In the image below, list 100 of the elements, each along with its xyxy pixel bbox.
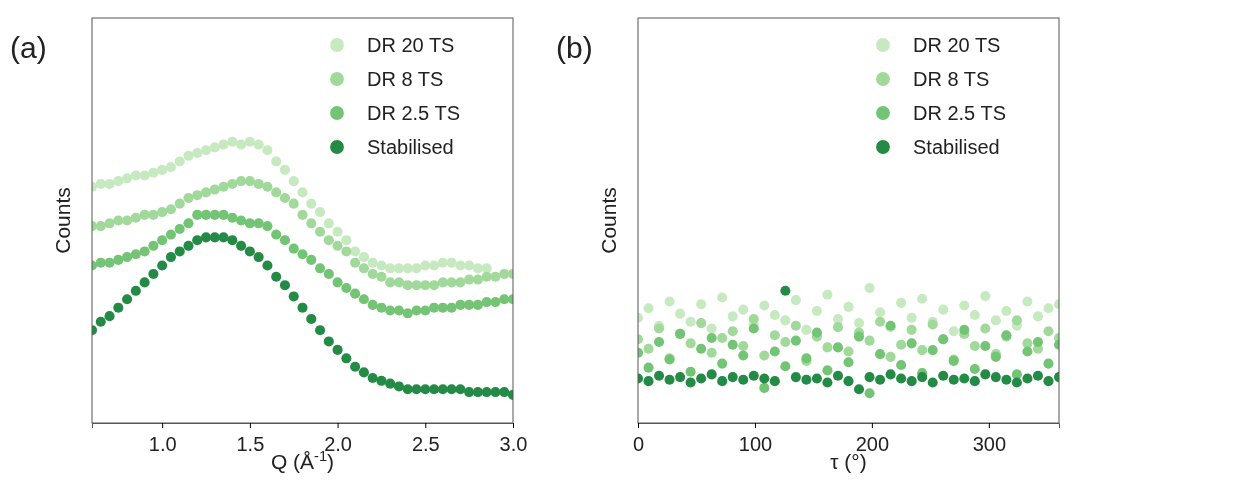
point [104,178,115,189]
chart-title: (a) [10,31,47,64]
point [906,324,917,335]
point [323,336,334,347]
point [685,366,696,377]
point [446,277,457,288]
point [192,190,203,201]
point [643,303,654,314]
y-axis-title: Counts [597,187,620,254]
point [864,335,875,346]
point [1043,358,1054,369]
point [1022,296,1033,307]
point [350,257,361,268]
point [244,218,255,229]
legend-label: DR 20 TS [367,34,455,56]
point [446,257,457,268]
point [139,277,150,288]
point [769,376,780,387]
point [297,249,308,260]
point [832,322,844,333]
point [706,347,717,358]
point [481,271,492,282]
point [157,164,168,175]
point [980,323,991,334]
point [157,260,168,271]
point [490,297,501,308]
x-tick-label: 0 [632,433,645,455]
point [411,384,422,395]
point [411,280,422,291]
point [393,305,405,316]
point [288,291,299,302]
point [288,198,299,209]
point [927,345,938,356]
point [157,207,168,218]
point [885,369,896,380]
point [174,246,185,257]
point [262,181,273,192]
point [864,372,875,383]
point [218,209,229,220]
point [664,296,675,307]
point [464,299,475,310]
point [350,246,361,257]
point [367,257,378,268]
legend-label: DR 2.5 TS [367,102,460,124]
x-tick-label: 1.5 [236,433,265,455]
point [367,268,378,279]
point [472,274,483,285]
point [315,263,326,274]
point [315,207,326,218]
point [896,373,907,384]
point [253,178,264,189]
point [306,254,317,265]
point [122,252,133,263]
point [455,384,466,395]
point [437,257,448,268]
point [455,260,466,271]
point [236,240,247,251]
point [801,374,812,385]
point [696,318,707,329]
point [113,215,124,226]
point [429,302,440,313]
point [980,369,991,380]
point [437,384,448,395]
point [227,212,238,223]
point [437,277,448,288]
point [165,229,176,240]
point [643,343,654,354]
point [481,263,492,274]
point [420,305,431,316]
point [481,297,492,308]
point [769,346,780,357]
point [332,277,343,288]
point [315,325,326,336]
point [236,139,247,150]
point [148,209,159,220]
point [157,235,168,246]
point [306,313,317,324]
x-tick-label: 2.5 [411,433,440,455]
point [297,302,308,313]
point [332,344,343,355]
point [323,268,334,279]
point [464,260,475,271]
point [759,350,770,361]
point [271,187,282,198]
point [875,349,886,360]
point [209,209,220,220]
point [253,252,264,263]
point [139,170,150,181]
point [122,215,133,226]
point [696,343,707,354]
point [738,350,749,361]
point [262,145,273,156]
point [499,294,510,305]
point [472,263,483,274]
point [696,299,707,310]
point [429,280,440,291]
point [446,384,457,395]
point [174,156,185,167]
point [822,289,833,300]
point [227,235,238,246]
